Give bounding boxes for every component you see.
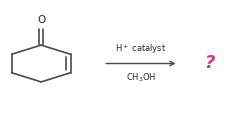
- Text: H$^+$ catalyst: H$^+$ catalyst: [115, 42, 167, 56]
- Text: ?: ?: [204, 54, 214, 73]
- Text: O: O: [37, 15, 45, 25]
- Text: CH$_3$OH: CH$_3$OH: [126, 71, 156, 84]
